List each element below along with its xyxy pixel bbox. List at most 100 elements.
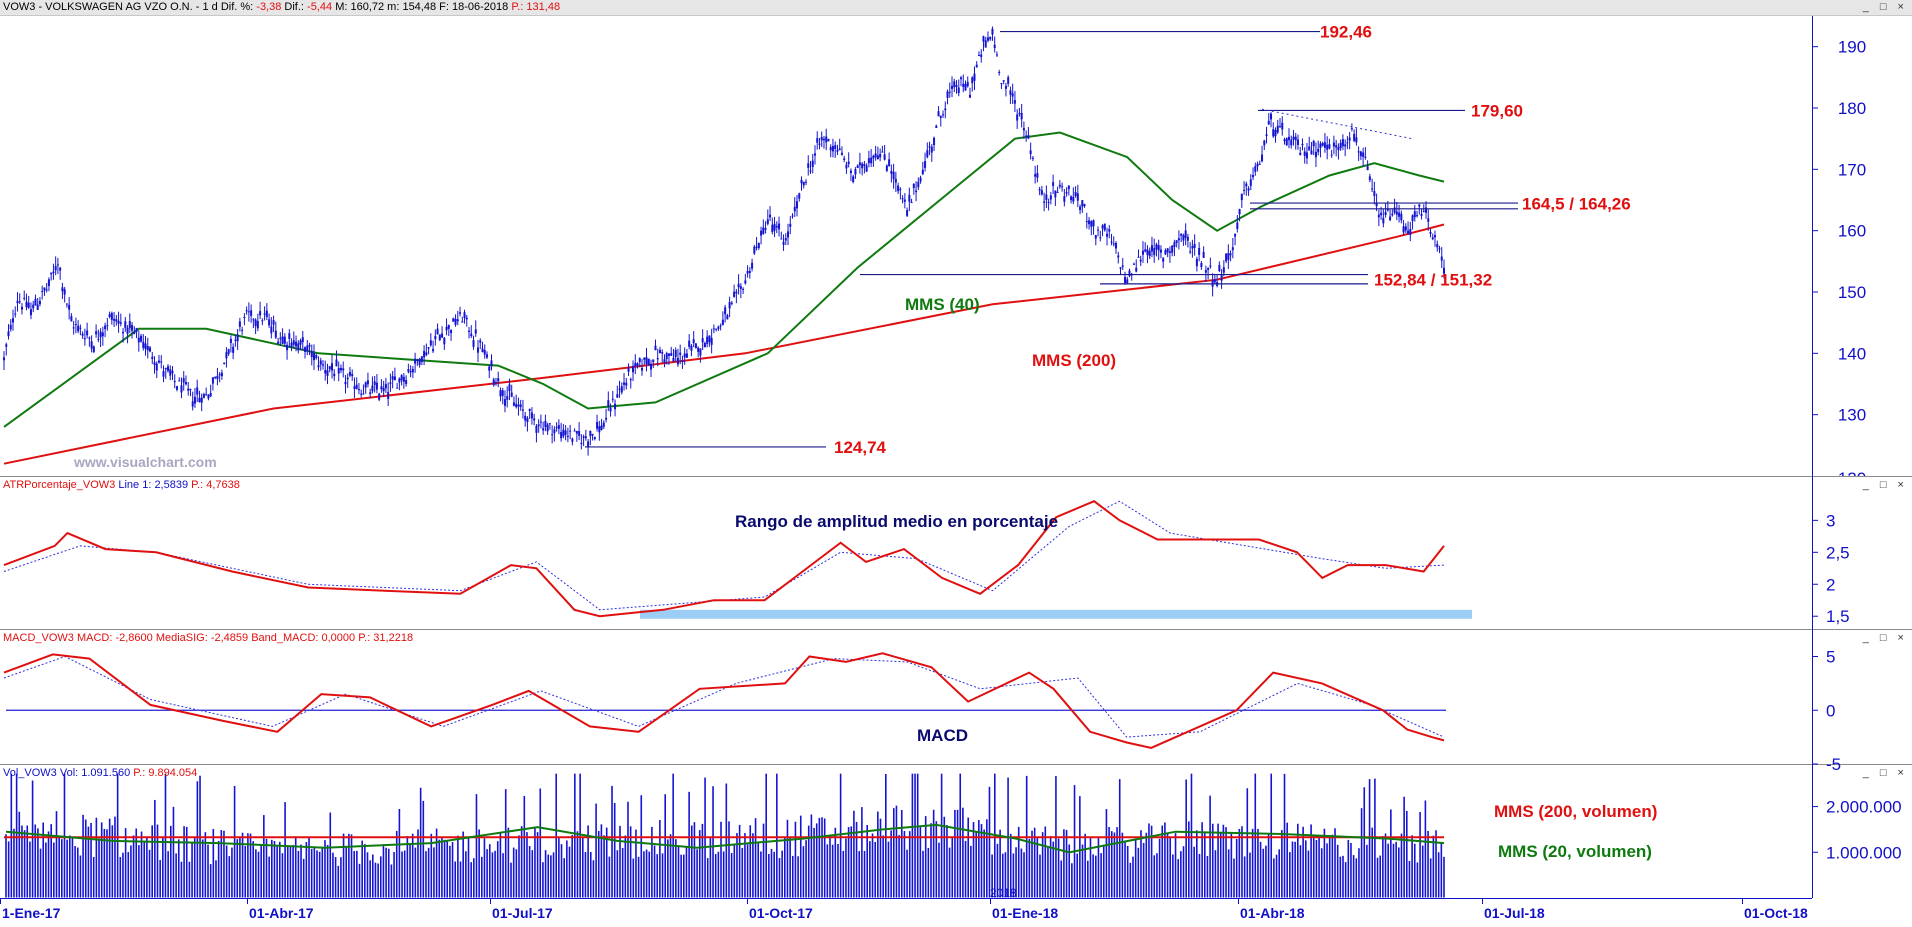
price-candle-body — [506, 396, 509, 400]
price-candle-body — [488, 366, 491, 371]
price-candle-body — [232, 346, 235, 353]
price-candle-body — [982, 36, 985, 42]
price-candle-body — [1200, 263, 1203, 268]
price-candle-body — [1222, 267, 1225, 273]
atr-y-tick-label: 3 — [1826, 511, 1835, 530]
price-candle-body — [827, 138, 830, 142]
price-candle-body — [593, 437, 596, 440]
price-candle-body — [1229, 253, 1232, 256]
volume-pane-window-buttons[interactable]: _ □ × — [1862, 767, 1908, 779]
price-candle-body — [894, 178, 897, 183]
annotation-volume-mms200: MMS (200, volumen) — [1494, 802, 1657, 821]
volume-mms20-line — [5, 823, 1445, 854]
price-candle-body — [879, 153, 882, 158]
price-candle-body — [683, 353, 686, 358]
macd-title: MACD — [917, 726, 968, 745]
price-candle-body — [885, 165, 888, 171]
price-candle-body — [953, 81, 956, 88]
price-candle-body — [1159, 249, 1162, 253]
price-candle-body — [268, 319, 271, 326]
price-candle-body — [721, 319, 724, 325]
price-candle-body — [88, 337, 91, 339]
price-candle-body — [589, 430, 592, 437]
price-candle-body — [153, 362, 156, 365]
price-candle-body — [924, 161, 927, 168]
price-candle-body — [1434, 235, 1437, 238]
price-candle-body — [791, 215, 794, 217]
price-candle-body — [286, 344, 289, 351]
price-candle-body — [245, 310, 248, 312]
price-pane-window-buttons[interactable]: _ □ × — [1862, 1, 1908, 13]
macd-pane-window-buttons[interactable]: _ □ × — [1862, 632, 1908, 644]
price-candle-body — [1355, 137, 1358, 143]
price-candle-body — [214, 376, 217, 378]
x-tick-label: 01-Jul-18 — [1484, 905, 1545, 921]
price-candle-body — [1007, 77, 1010, 84]
price-candle-body — [636, 363, 639, 366]
price-candle-body — [1132, 263, 1135, 265]
atr-y-tick-label: 2,5 — [1826, 543, 1850, 562]
price-candle-body — [16, 301, 19, 304]
price-candle-body — [764, 228, 767, 230]
price-candle-body — [1018, 113, 1021, 115]
price-candle-body — [463, 312, 466, 319]
price-candle-body — [681, 360, 684, 362]
price-candle-body — [133, 331, 136, 334]
price-chart: 130 140 150 160 170 180 190 120 192,46 179,60 164,… — [2, 23, 1866, 476]
price-candle-body — [1339, 142, 1342, 149]
price-candle-body — [778, 223, 781, 230]
price-candle-body — [9, 324, 12, 330]
price-candle-body — [1231, 247, 1234, 251]
price-candle-body — [1099, 237, 1102, 239]
price-candle-body — [45, 289, 48, 291]
price-candle-body — [1157, 245, 1160, 251]
price-candle-body — [578, 431, 581, 436]
price-candle-body — [1278, 126, 1282, 128]
price-candle-body — [562, 429, 565, 437]
price-candle-body — [831, 146, 834, 152]
price-candle-body — [364, 382, 367, 388]
price-candle-body — [173, 381, 176, 383]
price-candle-body — [378, 393, 381, 400]
price-candle-body — [616, 394, 619, 398]
price-candle-body — [703, 342, 706, 348]
price-candle-body — [306, 345, 309, 351]
price-candle-body — [708, 335, 711, 343]
price-candle-body — [1072, 196, 1075, 202]
price-candle-body — [1198, 248, 1201, 256]
atr-band — [640, 609, 1472, 619]
price-candle-body — [315, 355, 318, 359]
price-candle-body — [1328, 144, 1331, 149]
price-candle-body — [319, 360, 322, 365]
price-candle-body — [1195, 258, 1198, 267]
price-candle-body — [447, 325, 450, 329]
price-candle-body — [1382, 217, 1385, 224]
price-candle-body — [847, 161, 850, 165]
price-candle-body — [1389, 216, 1392, 221]
symbol-label: VOW3 - VOLKSWAGEN AG VZO O.N. - 1 d — [3, 1, 218, 13]
price-candle-body — [382, 387, 385, 392]
price-candle-body — [694, 343, 697, 349]
price-candle-body — [807, 163, 810, 168]
x-axis: 1-Ene-17 01-Abr-17 01-Jul-17 01-Oct-17 01-En… — [0, 898, 1808, 921]
price-candle-body — [1173, 242, 1176, 247]
price-candle-body — [333, 373, 336, 377]
price-candle-body — [166, 366, 170, 371]
price-candle-body — [54, 266, 57, 271]
price-candle-body — [1319, 143, 1322, 148]
price-candle-body — [602, 422, 605, 427]
price-candle-body — [1400, 213, 1403, 221]
price-candle-body — [1380, 212, 1383, 216]
price-candle-body — [1346, 142, 1349, 144]
price-candle-body — [1067, 185, 1070, 190]
price-candle-body — [676, 357, 679, 365]
atr-pane-window-buttons[interactable]: _ □ × — [1862, 479, 1908, 491]
price-candle-body — [955, 85, 958, 87]
price-candle-body — [14, 313, 17, 315]
price-candle-body — [1411, 215, 1414, 222]
price-candle-body — [1357, 151, 1360, 153]
price-candle-body — [1061, 186, 1064, 188]
price-candle-body — [1375, 203, 1378, 207]
price-candle-body — [52, 271, 55, 274]
price-candle-body — [926, 150, 929, 158]
